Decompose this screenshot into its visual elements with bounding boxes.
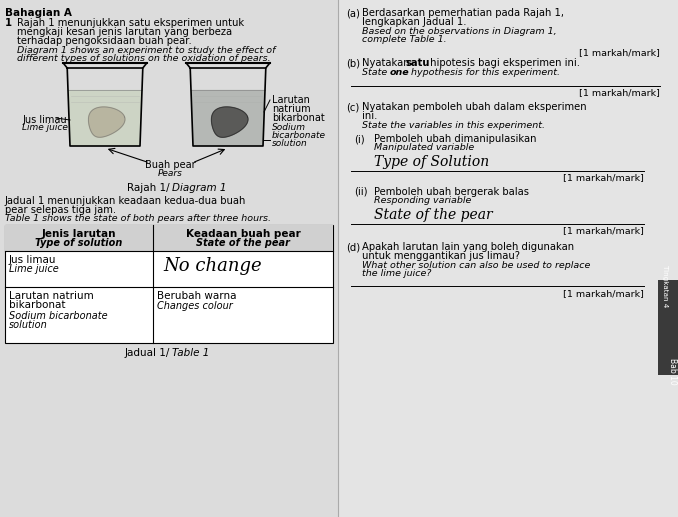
Text: State the variables in this experiment.: State the variables in this experiment.: [362, 121, 545, 130]
Text: the lime juice?: the lime juice?: [362, 269, 431, 278]
Text: Sodium: Sodium: [272, 123, 306, 132]
Text: Manipulated variable: Manipulated variable: [374, 143, 474, 152]
Text: Nyatakan: Nyatakan: [362, 58, 413, 68]
Text: Keadaan buah pear: Keadaan buah pear: [186, 229, 300, 239]
Text: Responding variable: Responding variable: [374, 196, 471, 205]
Text: terhadap pengoksidaan buah pear.: terhadap pengoksidaan buah pear.: [17, 36, 192, 46]
Bar: [5, 225, 333, 251]
Text: ini.: ini.: [362, 111, 378, 121]
Text: Jadual 1 menunjukkan keadaan kedua-dua buah: Jadual 1 menunjukkan keadaan kedua-dua b…: [5, 196, 246, 206]
Text: Bahagian A: Bahagian A: [5, 8, 72, 18]
Text: complete Table 1.: complete Table 1.: [362, 35, 447, 44]
Text: mengkaji kesan jenis larutan yang berbeza: mengkaji kesan jenis larutan yang berbez…: [17, 27, 232, 37]
Text: [1 markah/mark]: [1 markah/mark]: [579, 48, 660, 57]
Text: Buah pear: Buah pear: [144, 160, 195, 170]
Text: (b): (b): [346, 58, 360, 68]
Text: Pemboleh ubah dimanipulasikan: Pemboleh ubah dimanipulasikan: [374, 134, 536, 144]
Polygon shape: [212, 107, 248, 137]
Bar: [5, 225, 333, 343]
Text: pear selepas tiga jam.: pear selepas tiga jam.: [5, 205, 116, 215]
Text: Jus limau: Jus limau: [22, 115, 66, 125]
Text: untuk menggantikan jus limau?: untuk menggantikan jus limau?: [362, 251, 520, 261]
Text: Rajah 1 menunjukkan satu eksperimen untuk: Rajah 1 menunjukkan satu eksperimen untu…: [17, 18, 244, 28]
Text: (i): (i): [354, 134, 365, 144]
Bar: [0, 0, 338, 517]
Text: Type of solution: Type of solution: [35, 238, 123, 248]
Text: hipotesis bagi eksperimen ini.: hipotesis bagi eksperimen ini.: [427, 58, 580, 68]
Text: different types of solutions on the oxidation of pears.: different types of solutions on the oxid…: [17, 54, 271, 63]
Text: [1 markah/mark]: [1 markah/mark]: [579, 88, 660, 97]
Text: No change: No change: [163, 257, 262, 275]
Text: Pemboleh ubah bergerak balas: Pemboleh ubah bergerak balas: [374, 187, 529, 197]
Text: Larutan natrium: Larutan natrium: [9, 291, 94, 301]
Text: (c): (c): [346, 102, 359, 112]
Text: Lime juice: Lime juice: [22, 123, 68, 132]
Text: [1 markah/mark]: [1 markah/mark]: [563, 289, 644, 298]
Text: Table 1 shows the state of both pears after three hours.: Table 1 shows the state of both pears af…: [5, 214, 271, 223]
Text: bikarbonat: bikarbonat: [9, 300, 66, 310]
Text: Larutan: Larutan: [272, 95, 310, 105]
Text: Tingkatan 4: Tingkatan 4: [662, 265, 668, 307]
Text: [1 markah/mark]: [1 markah/mark]: [563, 226, 644, 235]
Text: [1 markah/mark]: [1 markah/mark]: [563, 173, 644, 182]
Text: Apakah larutan lain yang boleh digunakan: Apakah larutan lain yang boleh digunakan: [362, 242, 574, 252]
Text: (d): (d): [346, 242, 360, 252]
Polygon shape: [89, 107, 125, 137]
Bar: [658, 280, 678, 375]
Polygon shape: [68, 90, 142, 146]
Polygon shape: [191, 90, 265, 146]
Text: Based on the observations in Diagram 1,: Based on the observations in Diagram 1,: [362, 27, 557, 36]
Text: Rajah 1/: Rajah 1/: [127, 183, 170, 193]
Text: Pears: Pears: [157, 169, 182, 178]
Text: Type of Solution: Type of Solution: [374, 155, 489, 169]
Text: hypothesis for this experiment.: hypothesis for this experiment.: [408, 68, 560, 77]
Text: State: State: [362, 68, 391, 77]
Text: Berubah warna: Berubah warna: [157, 291, 237, 301]
Text: Sodium bicarbonate: Sodium bicarbonate: [9, 311, 108, 321]
Text: Diagram 1: Diagram 1: [172, 183, 226, 193]
Text: What other solution can also be used to replace: What other solution can also be used to …: [362, 261, 591, 270]
Text: Jadual 1/: Jadual 1/: [125, 348, 170, 358]
Text: (a): (a): [346, 8, 360, 18]
Text: Nyatakan pemboleh ubah dalam eksperimen: Nyatakan pemboleh ubah dalam eksperimen: [362, 102, 586, 112]
Bar: [338, 0, 678, 517]
Text: lengkapkan Jadual 1.: lengkapkan Jadual 1.: [362, 17, 466, 27]
Text: State of the pear: State of the pear: [374, 208, 493, 222]
Text: Lime juice: Lime juice: [9, 264, 59, 274]
Text: satu: satu: [405, 58, 429, 68]
Text: Diagram 1 shows an experiment to study the effect of: Diagram 1 shows an experiment to study t…: [17, 46, 275, 55]
Text: Bab 10: Bab 10: [668, 358, 677, 384]
Text: Jenis larutan: Jenis larutan: [42, 229, 116, 239]
Text: Table 1: Table 1: [172, 348, 210, 358]
Text: bicarbonate: bicarbonate: [272, 131, 326, 140]
Text: Jus limau: Jus limau: [9, 255, 56, 265]
Text: Berdasarkan pemerhatian pada Rajah 1,: Berdasarkan pemerhatian pada Rajah 1,: [362, 8, 564, 18]
Text: Changes colour: Changes colour: [157, 301, 233, 311]
Text: one: one: [390, 68, 410, 77]
Text: State of the pear: State of the pear: [196, 238, 290, 248]
Text: 1: 1: [5, 18, 12, 28]
Text: bikarbonat: bikarbonat: [272, 113, 325, 123]
Text: solution: solution: [272, 139, 308, 148]
Text: natrium: natrium: [272, 104, 311, 114]
Text: solution: solution: [9, 320, 47, 330]
Text: (ii): (ii): [354, 187, 367, 197]
